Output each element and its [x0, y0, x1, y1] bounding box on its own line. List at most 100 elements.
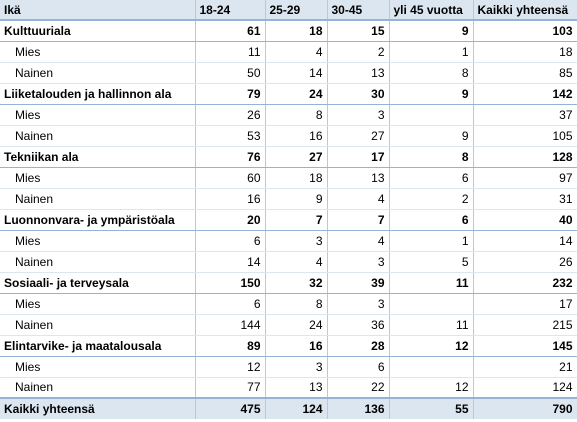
- table-cell: 6: [195, 230, 266, 252]
- table-cell: 21: [473, 356, 577, 378]
- table-cell: 27: [265, 145, 328, 168]
- group-label: Sosiaali- ja terveysala: [0, 271, 196, 294]
- table-cell: 6: [327, 356, 390, 378]
- row-label: Mies: [0, 230, 196, 252]
- table-cell: 15: [327, 19, 390, 42]
- table-cell: 6: [389, 167, 474, 189]
- table-cell: 9: [265, 188, 328, 210]
- table-cell: 12: [195, 356, 266, 378]
- group-label: Liiketalouden ja hallinnon ala: [0, 82, 196, 105]
- table-cell: 16: [265, 334, 328, 357]
- group-label: Luonnonvara- ja ympäristöala: [0, 208, 196, 231]
- table-cell: 18: [265, 19, 328, 42]
- table-cell: 39: [327, 271, 390, 294]
- table-cell: 2: [327, 41, 390, 63]
- table-cell: 16: [195, 188, 266, 210]
- table-cell: 60: [195, 167, 266, 189]
- row-label: Nainen: [0, 125, 196, 147]
- table-cell: 4: [327, 230, 390, 252]
- table-cell: 18: [265, 167, 328, 189]
- group-row: Elintarvike- ja maatalousala 89 16 28 12…: [0, 334, 577, 357]
- row-label: Mies: [0, 41, 196, 63]
- table-cell: 13: [327, 62, 390, 84]
- table-row: Mies 12 3 6 21: [0, 356, 577, 378]
- table-cell: 13: [327, 167, 390, 189]
- table-cell: 30: [327, 82, 390, 105]
- table-cell: 89: [195, 334, 266, 357]
- table-cell: 103: [473, 19, 577, 42]
- table-cell: 11: [195, 41, 266, 63]
- table-cell: 7: [265, 208, 328, 231]
- group-row: Tekniikan ala 76 27 17 8 128: [0, 145, 577, 168]
- table-cell: 1: [389, 230, 474, 252]
- table-cell: 27: [327, 125, 390, 147]
- table-cell: 3: [327, 104, 390, 126]
- table-row: Mies 6 8 3 17: [0, 293, 577, 315]
- table-cell: [389, 293, 474, 315]
- table-cell: 4: [265, 251, 328, 273]
- table-cell: 215: [473, 314, 577, 336]
- table-cell: 6: [195, 293, 266, 315]
- table-cell: 105: [473, 125, 577, 147]
- row-label: Nainen: [0, 251, 196, 273]
- table-row: Mies 11 4 2 1 18: [0, 41, 577, 63]
- group-row: Sosiaali- ja terveysala 150 32 39 11 232: [0, 271, 577, 294]
- table-row: Mies 26 8 3 37: [0, 104, 577, 126]
- table-cell: 14: [265, 62, 328, 84]
- table-cell: 6: [389, 208, 474, 231]
- table-row: Nainen 144 24 36 11 215: [0, 314, 577, 336]
- header-row: Ikä 18-24 25-29 30-45 yli 45 vuotta Kaik…: [0, 0, 577, 21]
- header-cell-over-45: yli 45 vuotta: [389, 0, 474, 21]
- table-cell: 8: [389, 145, 474, 168]
- table-cell: 24: [265, 314, 328, 336]
- table-cell: 232: [473, 271, 577, 294]
- table-cell: 9: [389, 19, 474, 42]
- header-cell-age: Ikä: [0, 0, 196, 21]
- table-cell: 61: [195, 19, 266, 42]
- table-cell: 150: [195, 271, 266, 294]
- table-cell: 14: [195, 251, 266, 273]
- table-cell: 85: [473, 62, 577, 84]
- table-cell: 77: [195, 377, 266, 399]
- group-row: Kulttuuriala 61 18 15 9 103: [0, 19, 577, 42]
- table-cell: 16: [265, 125, 328, 147]
- table-cell: 28: [327, 334, 390, 357]
- group-row: Liiketalouden ja hallinnon ala 79 24 30 …: [0, 82, 577, 105]
- table-cell: 8: [265, 293, 328, 315]
- table-cell: 475: [195, 397, 266, 419]
- table-cell: 3: [265, 230, 328, 252]
- header-cell-total: Kaikki yhteensä: [473, 0, 577, 21]
- table-cell: 4: [327, 188, 390, 210]
- table-cell: 55: [389, 397, 474, 419]
- header-cell-25-29: 25-29: [265, 0, 328, 21]
- table-row: Mies 60 18 13 6 97: [0, 167, 577, 189]
- table-cell: 2: [389, 188, 474, 210]
- grand-total-label: Kaikki yhteensä: [0, 397, 196, 419]
- grand-total-row: Kaikki yhteensä 475 124 136 55 790: [0, 397, 577, 419]
- table-cell: 24: [265, 82, 328, 105]
- row-label: Mies: [0, 167, 196, 189]
- row-label: Nainen: [0, 377, 196, 399]
- table-cell: [389, 356, 474, 378]
- table-cell: 37: [473, 104, 577, 126]
- table-cell: 13: [265, 377, 328, 399]
- table-cell: 124: [265, 397, 328, 419]
- table-cell: 5: [389, 251, 474, 273]
- table-cell: 53: [195, 125, 266, 147]
- table-cell: 11: [389, 314, 474, 336]
- table-cell: 790: [473, 397, 577, 419]
- table-cell: 79: [195, 82, 266, 105]
- header-cell-18-24: 18-24: [195, 0, 266, 21]
- table-cell: 144: [195, 314, 266, 336]
- table-cell: 12: [389, 334, 474, 357]
- table-cell: 76: [195, 145, 266, 168]
- table-cell: 3: [327, 251, 390, 273]
- table-cell: 142: [473, 82, 577, 105]
- row-label: Nainen: [0, 188, 196, 210]
- table-cell: 9: [389, 125, 474, 147]
- table-cell: 11: [389, 271, 474, 294]
- table-row: Nainen 14 4 3 5 26: [0, 251, 577, 273]
- table-row: Nainen 50 14 13 8 85: [0, 62, 577, 84]
- header-cell-30-45: 30-45: [327, 0, 390, 21]
- table-cell: 12: [389, 377, 474, 399]
